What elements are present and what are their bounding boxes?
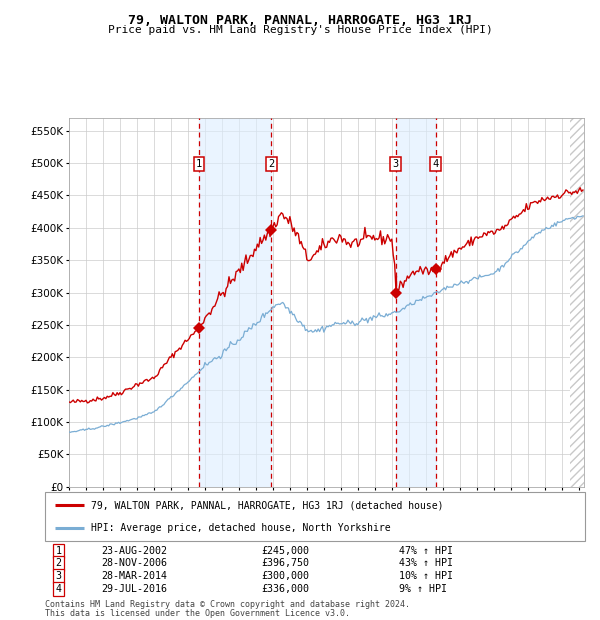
Text: 3: 3 — [56, 571, 62, 581]
Text: £336,000: £336,000 — [261, 584, 309, 594]
Text: HPI: Average price, detached house, North Yorkshire: HPI: Average price, detached house, Nort… — [91, 523, 391, 533]
Text: 1: 1 — [196, 159, 202, 169]
Text: 43% ↑ HPI: 43% ↑ HPI — [398, 559, 453, 569]
Text: 29-JUL-2016: 29-JUL-2016 — [101, 584, 168, 594]
Bar — [570, 118, 584, 487]
Text: £300,000: £300,000 — [261, 571, 309, 581]
Bar — [199, 118, 271, 487]
Text: Price paid vs. HM Land Registry's House Price Index (HPI): Price paid vs. HM Land Registry's House … — [107, 25, 493, 35]
Text: 4: 4 — [56, 584, 62, 594]
Text: £245,000: £245,000 — [261, 546, 309, 556]
Text: 10% ↑ HPI: 10% ↑ HPI — [398, 571, 453, 581]
FancyBboxPatch shape — [45, 492, 585, 541]
Text: 28-MAR-2014: 28-MAR-2014 — [101, 571, 168, 581]
Text: 3: 3 — [393, 159, 399, 169]
Text: 47% ↑ HPI: 47% ↑ HPI — [398, 546, 453, 556]
Bar — [570, 118, 584, 487]
Text: 1: 1 — [56, 546, 62, 556]
Text: 2: 2 — [268, 159, 274, 169]
Bar — [396, 118, 436, 487]
Text: 79, WALTON PARK, PANNAL, HARROGATE, HG3 1RJ (detached house): 79, WALTON PARK, PANNAL, HARROGATE, HG3 … — [91, 500, 443, 510]
Text: 4: 4 — [433, 159, 439, 169]
Text: Contains HM Land Registry data © Crown copyright and database right 2024.: Contains HM Land Registry data © Crown c… — [45, 600, 410, 609]
Text: 9% ↑ HPI: 9% ↑ HPI — [398, 584, 446, 594]
Text: 23-AUG-2002: 23-AUG-2002 — [101, 546, 168, 556]
Text: 79, WALTON PARK, PANNAL, HARROGATE, HG3 1RJ: 79, WALTON PARK, PANNAL, HARROGATE, HG3 … — [128, 14, 472, 27]
Text: 2: 2 — [56, 559, 62, 569]
Text: 28-NOV-2006: 28-NOV-2006 — [101, 559, 168, 569]
Text: This data is licensed under the Open Government Licence v3.0.: This data is licensed under the Open Gov… — [45, 609, 350, 618]
Text: £396,750: £396,750 — [261, 559, 309, 569]
